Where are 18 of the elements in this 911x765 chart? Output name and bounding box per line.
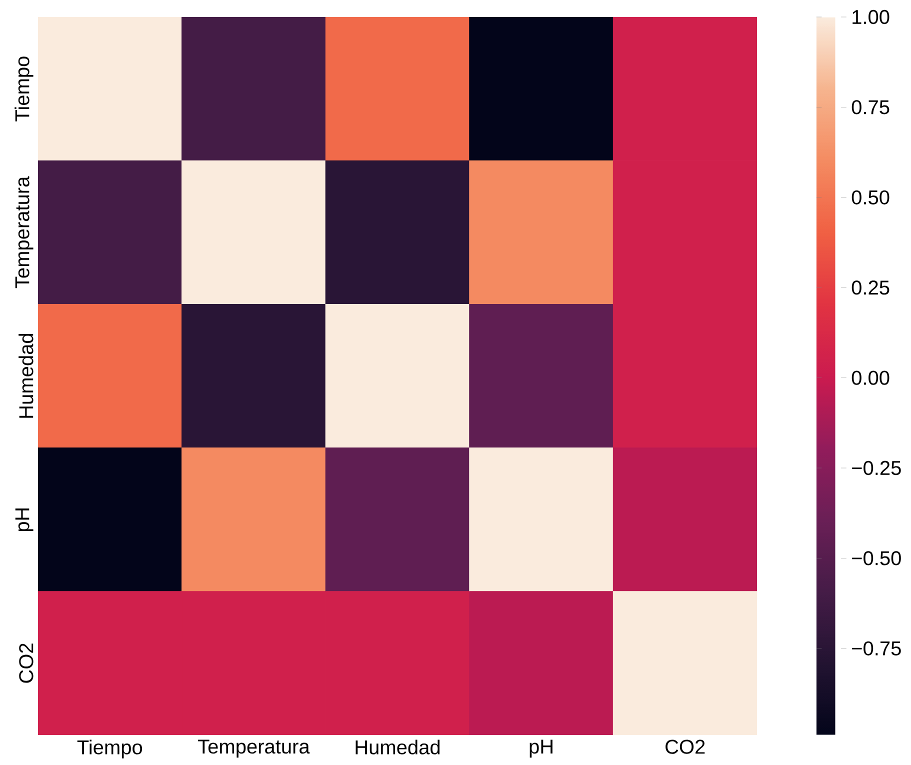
y-tick-label: pH	[15, 508, 34, 532]
x-tick-label: Tiempo	[77, 740, 142, 758]
color-bar-label: −0.75	[852, 641, 901, 656]
color-bar-label: 0.50	[852, 190, 890, 204]
y-tick-label: CO2	[19, 644, 34, 683]
x-tick-label: pH	[530, 740, 552, 758]
color-bar-label: 1.00	[852, 10, 890, 24]
color-bar-label: −0.50	[852, 551, 901, 566]
color-bar-label: 0.00	[852, 370, 890, 385]
x-tick-label: Temperatura	[198, 740, 310, 758]
color-bar-label: 0.75	[852, 100, 890, 114]
x-tick-label: CO2	[666, 740, 705, 754]
color-bar-label: 0.25	[852, 280, 890, 295]
y-tick-label: Tiempo	[14, 56, 34, 122]
x-tick-label: Humedad	[356, 740, 440, 754]
y-tick-label: Temperatura	[15, 176, 34, 288]
y-tick-label: Humedad	[18, 334, 34, 418]
color-bar-label: −0.25	[852, 460, 901, 476]
